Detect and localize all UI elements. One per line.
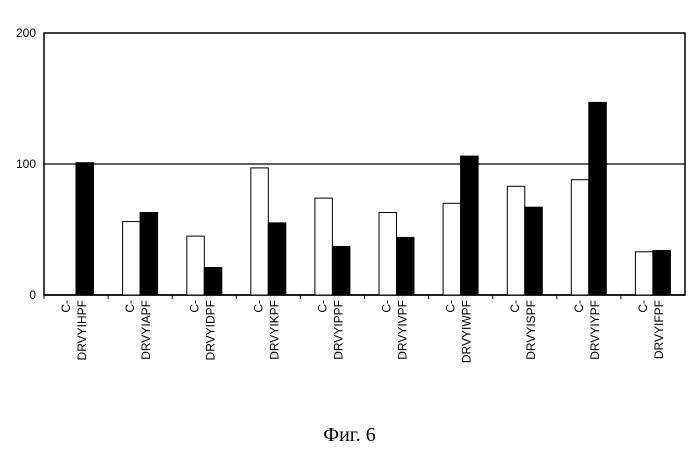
bar-black-4 — [332, 247, 350, 296]
bar-black-6 — [461, 156, 479, 295]
bar-white-5 — [379, 213, 397, 296]
bar-black-5 — [397, 237, 415, 295]
x-tick-label-2-line-1: DRVYIDPF — [203, 300, 217, 360]
x-tick-label-5-line-1: DRVYIVPF — [396, 300, 410, 360]
bar-black-8 — [589, 102, 607, 295]
bar-black-9 — [653, 251, 671, 296]
bar-chart: 0 100 200 C-DRVYIHPFC-DRVYIAPFC-DRVYIDPF… — [0, 0, 699, 420]
x-tick-label-1-line-1: DRVYIAPF — [139, 300, 153, 360]
bar-black-0 — [76, 163, 94, 295]
x-tick-label-3-line-1: DRVYIKPF — [267, 300, 281, 360]
x-tick-label-3-line-0: C- — [251, 300, 265, 313]
x-tick-label-4-line-0: C- — [315, 300, 329, 313]
x-tick-label-4-line-1: DRVYIPPF — [331, 300, 345, 360]
x-tick-label-8-line-1: DRVYIYPF — [588, 300, 602, 360]
figure-caption: Фиг. 6 — [0, 424, 699, 447]
x-tick-label-7-line-1: DRVYISPF — [524, 300, 538, 360]
bar-black-7 — [525, 207, 543, 295]
bar-black-3 — [268, 223, 286, 295]
y-tick-label-0: 0 — [29, 288, 36, 302]
x-tick-label-0-line-1: DRVYIHPF — [75, 300, 89, 360]
x-tick-label-5-line-0: C- — [380, 300, 394, 313]
bar-white-1 — [123, 222, 141, 295]
x-tick-label-7-line-0: C- — [508, 300, 522, 313]
x-tick-label-8-line-0: C- — [572, 300, 586, 313]
bar-black-1 — [140, 213, 158, 296]
x-tick-label-6-line-1: DRVYIWPF — [460, 300, 474, 363]
x-tick-label-1-line-0: C- — [123, 300, 137, 313]
bar-white-6 — [443, 203, 461, 295]
x-labels-group: C-DRVYIHPFC-DRVYIAPFC-DRVYIDPFC-DRVYIKPF… — [59, 300, 666, 363]
bar-white-9 — [635, 252, 653, 295]
bar-white-8 — [571, 180, 589, 295]
bar-white-3 — [251, 168, 268, 295]
y-tick-label-200: 200 — [16, 26, 36, 40]
bar-white-2 — [187, 236, 205, 295]
bar-white-4 — [315, 198, 333, 295]
x-tick-label-9-line-1: DRVYIFPF — [652, 300, 666, 359]
bar-black-2 — [204, 268, 222, 296]
y-tick-label-100: 100 — [16, 157, 36, 171]
x-tick-label-6-line-0: C- — [444, 300, 458, 313]
bar-white-7 — [507, 186, 525, 295]
x-tick-label-9-line-0: C- — [636, 300, 650, 313]
x-tick-label-2-line-0: C- — [187, 300, 201, 313]
x-tick-label-0-line-0: C- — [59, 300, 73, 313]
